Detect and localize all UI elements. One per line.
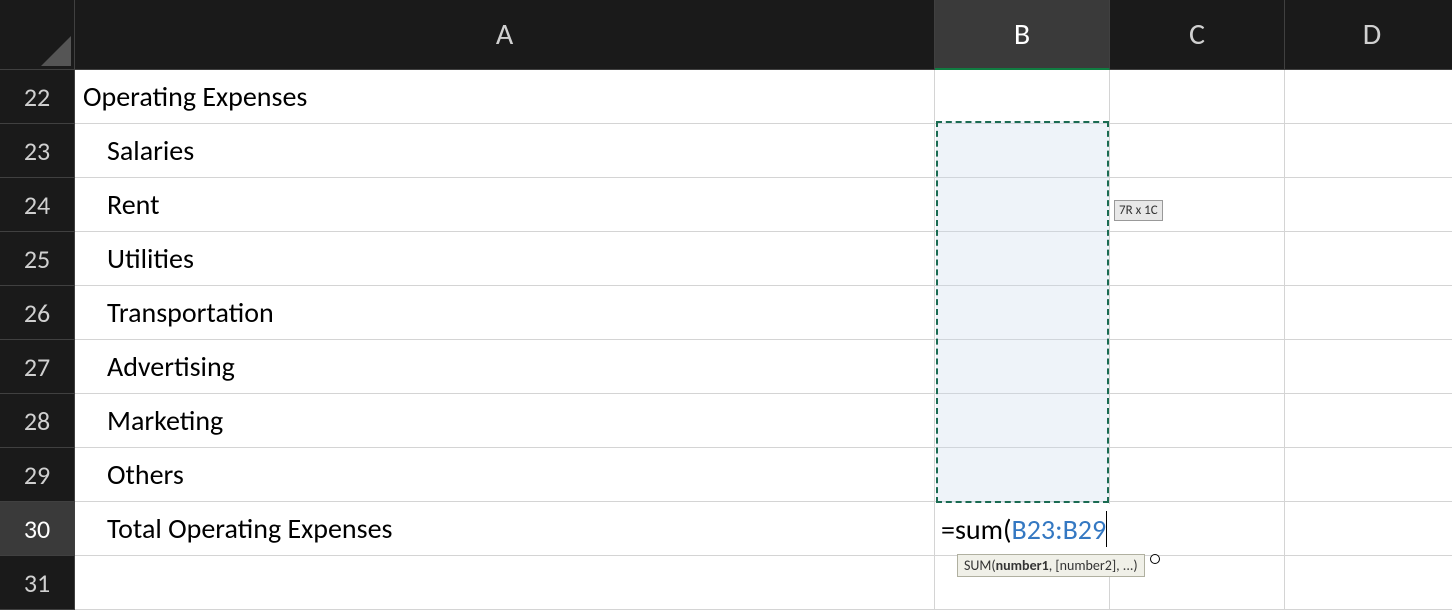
- cell-a27[interactable]: Advertising: [75, 340, 935, 394]
- cell-a24[interactable]: Rent: [75, 178, 935, 232]
- formula-prefix: =sum(: [941, 512, 1011, 547]
- formula-range-ref: B23:B29: [1011, 512, 1106, 547]
- cell-a28[interactable]: Marketing: [75, 394, 935, 448]
- cell-c25[interactable]: [1110, 232, 1285, 286]
- col-header-c[interactable]: C: [1110, 0, 1285, 70]
- cell-a31[interactable]: [75, 556, 935, 610]
- row-header-23[interactable]: 23: [0, 124, 75, 178]
- cell-a22[interactable]: Operating Expenses: [75, 70, 935, 124]
- cell-d30[interactable]: [1285, 502, 1452, 556]
- cell-d25[interactable]: [1285, 232, 1452, 286]
- cell-a26[interactable]: Transportation: [75, 286, 935, 340]
- cell-b27[interactable]: [935, 340, 1110, 394]
- cell-c30[interactable]: [1110, 502, 1285, 556]
- cell-c27[interactable]: [1110, 340, 1285, 394]
- cell-b22[interactable]: [935, 70, 1110, 124]
- cell-c22[interactable]: [1110, 70, 1285, 124]
- cell-c29[interactable]: [1110, 448, 1285, 502]
- cell-b23[interactable]: [935, 124, 1110, 178]
- formula-editing-cell[interactable]: =sum(B23:B29: [937, 504, 1111, 554]
- cell-a30[interactable]: Total Operating Expenses: [75, 502, 935, 556]
- corner-triangle-icon: [41, 36, 71, 66]
- cell-d22[interactable]: [1285, 70, 1452, 124]
- row-header-27[interactable]: 27: [0, 340, 75, 394]
- cell-c31[interactable]: [1110, 556, 1285, 610]
- cell-b24[interactable]: [935, 178, 1110, 232]
- cell-b31[interactable]: [935, 556, 1110, 610]
- col-header-b[interactable]: B: [935, 0, 1110, 70]
- col-header-d[interactable]: D: [1285, 0, 1452, 70]
- range-drag-handle-icon[interactable]: [1150, 554, 1160, 564]
- row-header-28[interactable]: 28: [0, 394, 75, 448]
- row-header-31[interactable]: 31: [0, 556, 75, 610]
- cell-c28[interactable]: [1110, 394, 1285, 448]
- cell-a23[interactable]: Salaries: [75, 124, 935, 178]
- row-header-30[interactable]: 30: [0, 502, 75, 556]
- cell-d24[interactable]: [1285, 178, 1452, 232]
- cell-c24[interactable]: [1110, 178, 1285, 232]
- cell-c23[interactable]: [1110, 124, 1285, 178]
- row-header-22[interactable]: 22: [0, 70, 75, 124]
- cell-d26[interactable]: [1285, 286, 1452, 340]
- cell-c26[interactable]: [1110, 286, 1285, 340]
- spreadsheet-grid: A B C D 22 Operating Expenses 23 Salarie…: [0, 0, 1452, 610]
- cell-d28[interactable]: [1285, 394, 1452, 448]
- row-header-25[interactable]: 25: [0, 232, 75, 286]
- cell-d31[interactable]: [1285, 556, 1452, 610]
- cell-a25[interactable]: Utilities: [75, 232, 935, 286]
- row-header-29[interactable]: 29: [0, 448, 75, 502]
- cell-b26[interactable]: [935, 286, 1110, 340]
- cell-a29[interactable]: Others: [75, 448, 935, 502]
- col-header-a[interactable]: A: [75, 0, 935, 70]
- cell-d27[interactable]: [1285, 340, 1452, 394]
- cell-b25[interactable]: [935, 232, 1110, 286]
- cell-d23[interactable]: [1285, 124, 1452, 178]
- text-cursor-icon: [1106, 511, 1107, 547]
- row-header-26[interactable]: 26: [0, 286, 75, 340]
- row-header-24[interactable]: 24: [0, 178, 75, 232]
- cell-d29[interactable]: [1285, 448, 1452, 502]
- select-all-corner[interactable]: [0, 0, 75, 70]
- cell-b29[interactable]: [935, 448, 1110, 502]
- cell-b28[interactable]: [935, 394, 1110, 448]
